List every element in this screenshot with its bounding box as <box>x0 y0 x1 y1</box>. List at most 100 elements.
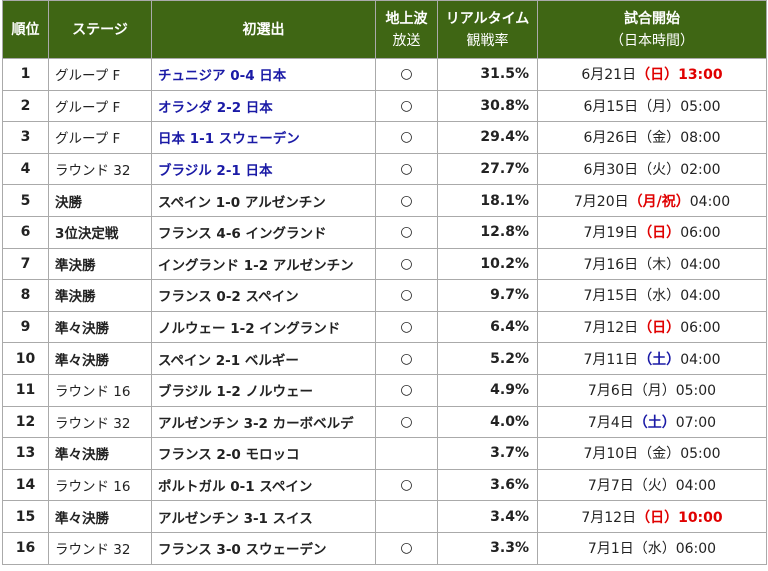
broadcast-cell: ○ <box>375 373 438 407</box>
stage-cell: グループ F <box>48 89 152 123</box>
rating-cell: 27.7% <box>437 152 538 186</box>
time: 02:00 <box>680 162 721 179</box>
date: 7月10日 <box>583 446 639 463</box>
date: 7月4日 <box>587 414 634 431</box>
rating-cell: 3.3% <box>437 531 538 565</box>
table-row: 13 準々決勝 フランス 2-0 モロッコ 3.7% 7月10日（金）05:00 <box>2 437 767 470</box>
time: 05:00 <box>680 98 721 115</box>
stage-cell: 準決勝 <box>48 279 152 312</box>
date: 7月16日 <box>583 256 639 273</box>
rating-cell: 9.7% <box>437 279 538 312</box>
table-body: 1 グループ F チュニジア 0-4 日本 ○ 31.5% 6月21日（日）13:00 2 グ… <box>2 58 767 565</box>
rating-cell: 12.8% <box>437 215 538 249</box>
header-text: 地上波 <box>385 10 428 27</box>
broadcast-mark: ○ <box>400 413 413 430</box>
date: 7月1日 <box>587 541 634 558</box>
table-row: 8 準決勝 フランス 0-2 スペイン ○ 9.7% 7月15日（水）04:00 <box>2 279 767 312</box>
time: 05:00 <box>680 446 721 463</box>
broadcast-cell: ○ <box>375 89 438 123</box>
broadcast-mark: ○ <box>400 350 413 367</box>
rank-cell: 3 <box>2 121 49 154</box>
time: 04:00 <box>680 288 721 305</box>
table-row: 15 準々決勝 アルゼンチン 3-1 スイス 3.4% 7月12日（日）10:00 <box>2 500 767 533</box>
column-header: 初選出 <box>151 0 376 59</box>
time: 06:00 <box>680 320 721 337</box>
date-cell: 6月21日（日）13:00 <box>537 58 767 91</box>
broadcast-cell: ○ <box>375 279 438 312</box>
weekday: （土） <box>633 414 676 431</box>
match-cell: ポルトガル 0-1 スペイン <box>151 468 376 502</box>
broadcast-cell: ○ <box>375 58 438 91</box>
header-text: ステージ <box>72 21 128 38</box>
broadcast-cell: ○ <box>375 247 438 281</box>
match-cell: フランス 0-2 スペイン <box>151 279 376 312</box>
table-row: 5 決勝 スペイン 1-0 アルゼンチン ○ 18.1% 7月20日（月/祝）04:00 <box>2 184 767 217</box>
match-cell: ブラジル 1-2 ノルウェー <box>151 373 376 407</box>
rating-cell: 10.2% <box>437 247 538 281</box>
date: 6月21日 <box>581 67 637 84</box>
weekday: （土） <box>638 351 681 368</box>
rank-cell: 2 <box>2 89 49 123</box>
weekday: （水） <box>638 288 681 305</box>
column-header: リアルタイム 観戦率 <box>437 0 538 59</box>
stage-cell: ラウンド 16 <box>48 468 152 502</box>
table-row: 10 準々決勝 スペイン 2-1 ベルギー ○ 5.2% 7月11日（土）04:00 <box>2 342 767 375</box>
table-row: 1 グループ F チュニジア 0-4 日本 ○ 31.5% 6月21日（日）13:00 <box>2 58 767 91</box>
table-row: 16 ラウンド 32 フランス 3-0 スウェーデン ○ 3.3% 7月1日（水）06:0… <box>2 531 767 565</box>
match-cell: チュニジア 0-4 日本 <box>151 58 376 91</box>
broadcast-mark: ○ <box>400 382 413 399</box>
date-cell: 7月10日（金）05:00 <box>537 437 767 470</box>
date-cell: 7月12日（日）06:00 <box>537 310 767 344</box>
rank-cell: 5 <box>2 184 49 217</box>
broadcast-mark: ○ <box>400 255 413 272</box>
rating-cell: 4.0% <box>437 405 538 439</box>
rank-cell: 9 <box>2 310 49 344</box>
broadcast-cell: ○ <box>375 152 438 186</box>
broadcast-mark: ○ <box>400 129 413 146</box>
header-text: 放送 <box>392 32 421 49</box>
broadcast-cell: ○ <box>375 121 438 154</box>
weekday: （月） <box>638 98 681 115</box>
date-cell: 7月4日（土）07:00 <box>537 405 767 439</box>
stage-cell: グループ F <box>48 121 152 154</box>
rating-cell: 5.2% <box>437 342 538 375</box>
weekday: （金） <box>638 130 681 147</box>
weekday: （火） <box>638 162 681 179</box>
match-cell: ブラジル 2-1 日本 <box>151 152 376 186</box>
date: 7月20日 <box>573 193 629 210</box>
date: 7月6日 <box>587 383 634 400</box>
header-text: 試合開始 <box>624 10 680 27</box>
table-row: 11 ラウンド 16 ブラジル 1-2 ノルウェー ○ 4.9% 7月6日（月）05:00 <box>2 373 767 407</box>
weekday: （火） <box>633 478 676 495</box>
table-row: 12 ラウンド 32 アルゼンチン 3-2 カーボベルデ ○ 4.0% 7月4日（土）07… <box>2 405 767 439</box>
broadcast-cell: ○ <box>375 531 438 565</box>
table-header: 順位 ステージ 初選出 地上波 放送 リアルタイム 観戦率 試合開始 （日本時間） <box>2 0 767 59</box>
stage-cell: 準々決勝 <box>48 310 152 344</box>
broadcast-cell: ○ <box>375 184 438 217</box>
rank-cell: 11 <box>2 373 49 407</box>
stage-cell: ラウンド 32 <box>48 152 152 186</box>
broadcast-mark: ○ <box>400 161 413 178</box>
weekday: （水） <box>633 541 676 558</box>
date: 7月12日 <box>583 320 639 337</box>
date-cell: 7月15日（水）04:00 <box>537 279 767 312</box>
broadcast-mark: ○ <box>400 224 413 241</box>
match-cell: アルゼンチン 3-1 スイス <box>151 500 376 533</box>
date: 7月19日 <box>583 225 639 242</box>
match-cell: オランダ 2-2 日本 <box>151 89 376 123</box>
date-cell: 7月20日（月/祝）04:00 <box>537 184 767 217</box>
date-cell: 7月6日（月）05:00 <box>537 373 767 407</box>
match-cell: フランス 2-0 モロッコ <box>151 437 376 470</box>
rating-cell: 6.4% <box>437 310 538 344</box>
rank-cell: 16 <box>2 531 49 565</box>
weekday: （木） <box>638 256 681 273</box>
broadcast-cell <box>375 500 438 533</box>
rank-cell: 10 <box>2 342 49 375</box>
time: 08:00 <box>680 130 721 147</box>
header-text: 順位 <box>11 21 40 38</box>
date: 6月30日 <box>583 162 639 179</box>
rating-cell: 4.9% <box>437 373 538 407</box>
column-header: 地上波 放送 <box>375 0 438 59</box>
table-row: 7 準決勝 イングランド 1-2 アルゼンチン ○ 10.2% 7月16日（木）04:00 <box>2 247 767 281</box>
